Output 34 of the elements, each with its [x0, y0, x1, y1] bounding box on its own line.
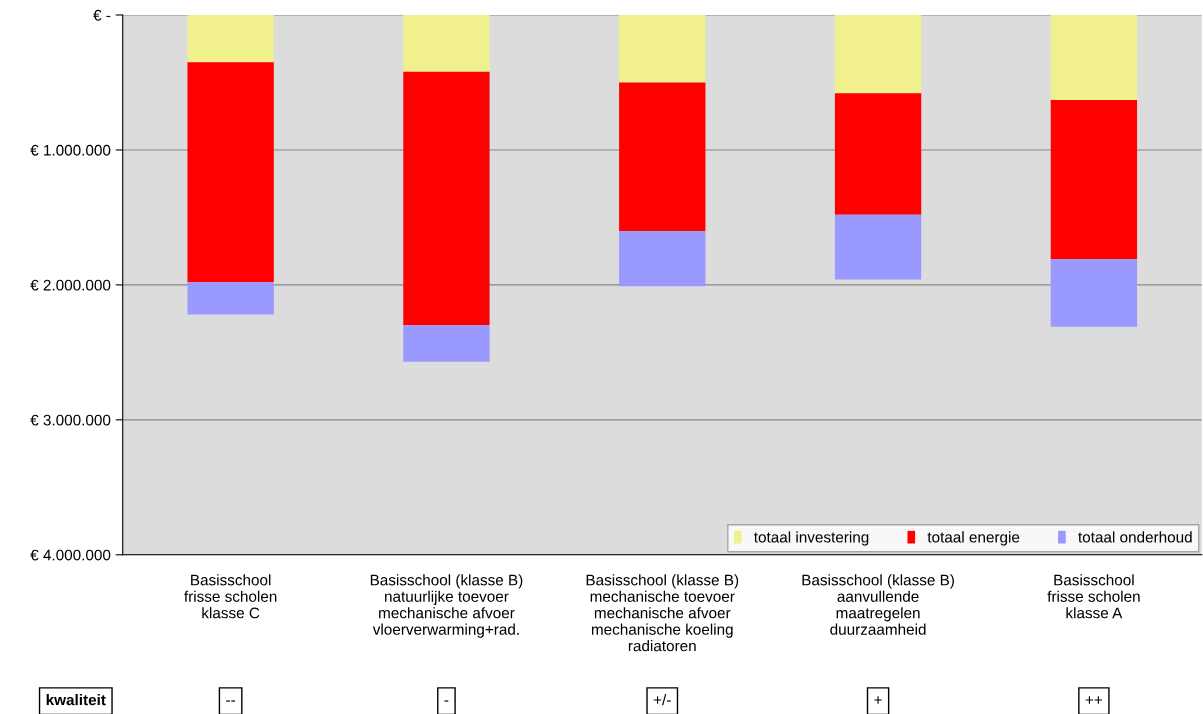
- bar: [403, 325, 490, 362]
- bar: [1050, 100, 1138, 260]
- bar: [187, 14, 274, 63]
- text: +/-: [653, 694, 671, 706]
- y-tick-label: € -: [93, 9, 111, 21]
- bar: [1050, 259, 1138, 327]
- bar: [1050, 14, 1138, 101]
- text: --: [226, 700, 236, 702]
- bar: [619, 14, 706, 83]
- x-tick-label: Basisschool frisse scholen klasse A: [1047, 574, 1140, 619]
- y-tick-label: € 2.000.000: [30, 279, 111, 291]
- x-tick-label: Basisschool (klasse B) mechanische toevoer mechanische afvoer mechanische koeling radiatoren: [586, 574, 739, 652]
- x-tick-label: Basisschool (klasse B) natuurlijke toevoer mechanische afvoer vloerverwarming+rad.: [370, 574, 523, 638]
- bar: [834, 93, 922, 215]
- bar: [619, 82, 706, 231]
- y-tick-label: € 1.000.000: [30, 144, 111, 156]
- x-tick-label: Basisschool frisse scholen klasse C: [184, 574, 277, 619]
- bar: [187, 282, 274, 315]
- bar: [834, 214, 922, 280]
- bar: [403, 71, 490, 326]
- bar: [403, 14, 490, 72]
- bar: [619, 230, 706, 287]
- x-tick-label: Basisschool (klasse B) aanvullende maatregelen duurzaamheid: [802, 574, 954, 635]
- y-tick-label: € 3.000.000: [30, 414, 111, 426]
- legend-label: totaal investering: [754, 531, 869, 546]
- y-tick-label: € 4.000.000: [30, 549, 111, 561]
- text: kwaliteit: [46, 694, 106, 706]
- text: +: [874, 696, 882, 704]
- legend-label: totaal onderhoud: [1078, 531, 1192, 543]
- legend-label: totaal energie: [927, 531, 1020, 546]
- text: ++: [1085, 696, 1103, 704]
- text: -: [444, 700, 449, 702]
- bar: [187, 62, 274, 283]
- bar: [834, 14, 922, 94]
